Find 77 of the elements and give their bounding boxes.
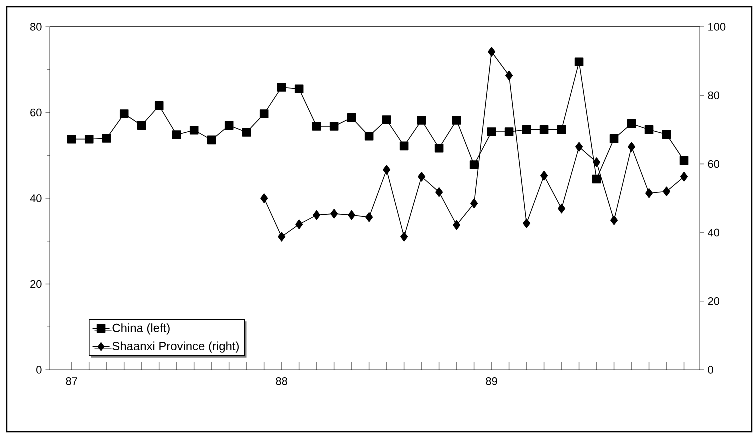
point <box>224 121 234 130</box>
point <box>646 188 654 198</box>
point <box>452 116 462 125</box>
y2-tick-label: 80 <box>708 92 720 100</box>
x-tick-label: 88 <box>276 378 288 386</box>
point <box>487 128 496 136</box>
point <box>330 122 339 131</box>
point <box>313 210 321 220</box>
point <box>348 210 356 220</box>
point <box>540 126 549 134</box>
point <box>260 110 269 118</box>
point <box>522 126 532 134</box>
y-tick-label: 60 <box>30 108 42 117</box>
y2-tick-label: 0 <box>708 366 714 374</box>
x-tick-label: 89 <box>486 378 498 386</box>
point <box>400 232 408 242</box>
point <box>593 158 601 168</box>
point <box>644 126 654 134</box>
y-tick-label: 40 <box>30 194 42 202</box>
point <box>627 120 636 128</box>
legend-label: China (left) <box>112 324 170 335</box>
point <box>557 126 566 134</box>
point <box>347 114 356 122</box>
point <box>610 216 618 226</box>
point <box>470 198 478 209</box>
point <box>400 142 409 151</box>
point <box>663 186 671 197</box>
point <box>137 121 146 130</box>
legend-label: Shaanxi Province (right) <box>112 342 239 353</box>
point <box>418 172 426 182</box>
point <box>207 136 216 145</box>
point <box>278 232 286 242</box>
point <box>488 47 496 57</box>
point <box>120 110 129 118</box>
point <box>260 194 268 204</box>
point <box>592 174 602 184</box>
point <box>330 209 338 219</box>
point <box>312 122 322 131</box>
point <box>540 170 548 181</box>
point <box>576 142 584 152</box>
x-tick-label: 87 <box>66 378 78 386</box>
point <box>190 126 199 135</box>
y2-tick-label: 40 <box>708 228 720 237</box>
point <box>67 134 76 144</box>
point <box>277 83 286 92</box>
y-tick-label: 20 <box>30 280 42 288</box>
y-tick-label: 0 <box>36 366 42 374</box>
point <box>506 70 514 81</box>
point <box>453 220 461 230</box>
point <box>364 132 374 141</box>
point <box>366 212 374 222</box>
point <box>470 160 479 170</box>
point <box>434 144 444 153</box>
point <box>574 58 584 67</box>
point <box>296 220 304 230</box>
y2-tick-label: 60 <box>708 160 720 168</box>
point <box>610 134 619 144</box>
point <box>382 116 392 124</box>
point <box>523 218 531 228</box>
point <box>242 128 252 137</box>
point <box>558 204 566 214</box>
point <box>84 134 94 144</box>
point <box>172 130 182 140</box>
point <box>154 102 164 110</box>
y2-tick-label: 20 <box>708 298 720 306</box>
y2-tick-label: 100 <box>708 23 726 31</box>
point <box>102 134 112 143</box>
point <box>436 187 444 198</box>
y-tick-label: 80 <box>30 23 42 31</box>
point <box>680 156 689 166</box>
point <box>680 172 688 182</box>
point <box>294 84 304 94</box>
point <box>628 142 636 152</box>
point <box>383 165 391 175</box>
point <box>417 116 426 125</box>
point <box>504 128 514 136</box>
point <box>662 130 672 140</box>
